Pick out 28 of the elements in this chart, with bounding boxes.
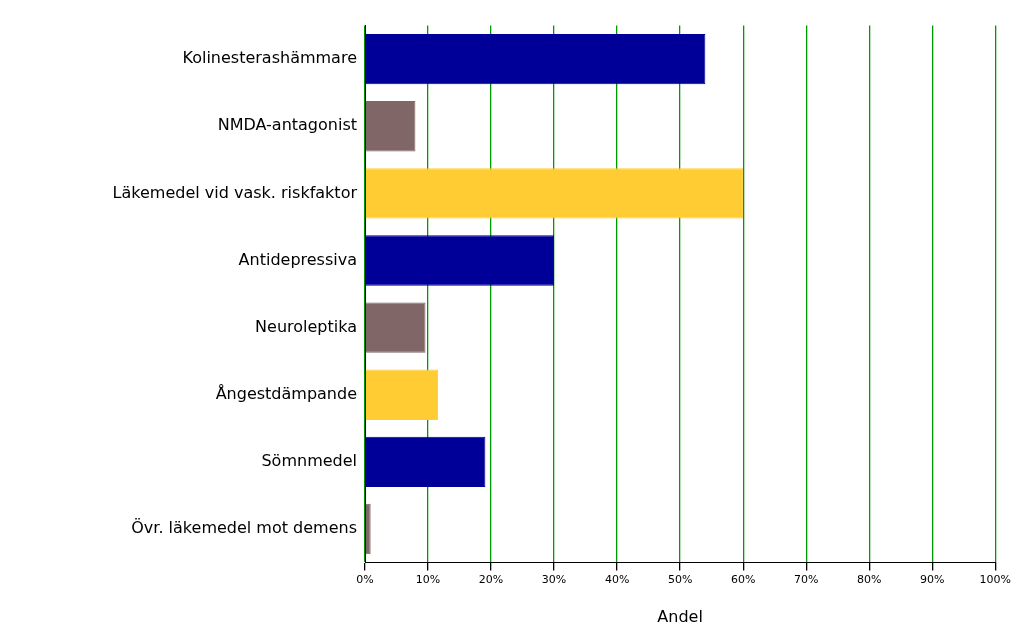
bar bbox=[365, 302, 426, 353]
x-tick-label: 70% bbox=[793, 573, 819, 587]
y-tick-label: Ångestdämpande bbox=[215, 383, 357, 403]
x-tick-label: 90% bbox=[920, 573, 945, 587]
bar bbox=[365, 503, 371, 555]
bar bbox=[365, 168, 744, 219]
y-tick-label: Läkemedel vid vask. riskfaktor bbox=[112, 182, 358, 202]
bar bbox=[365, 235, 555, 286]
y-tick-label: Sömnmedel bbox=[261, 451, 357, 471]
x-axis-title: Andel bbox=[657, 606, 703, 626]
x-tick-label: 100% bbox=[979, 573, 1011, 587]
x-tick-label: 0% bbox=[356, 573, 374, 587]
x-tick-label: 80% bbox=[856, 573, 882, 587]
x-tick-label: 40% bbox=[604, 573, 630, 587]
x-tick-label: 10% bbox=[415, 573, 441, 587]
y-tick-label: Övr. läkemedel mot demens bbox=[131, 518, 357, 538]
x-tick-label: 20% bbox=[478, 573, 504, 587]
bar bbox=[365, 369, 439, 420]
y-tick-label: NMDA-antagonist bbox=[217, 115, 357, 135]
bar bbox=[365, 33, 706, 85]
x-tick-label: 50% bbox=[667, 573, 693, 587]
x-tick-label: 60% bbox=[730, 573, 756, 587]
y-tick-label: Neuroleptika bbox=[255, 316, 357, 336]
bar bbox=[365, 101, 416, 152]
bar bbox=[365, 436, 486, 488]
x-tick-label: 30% bbox=[541, 573, 567, 587]
y-tick-label: Antidepressiva bbox=[238, 249, 357, 269]
y-tick-label: Kolinesterashämmare bbox=[182, 48, 357, 68]
